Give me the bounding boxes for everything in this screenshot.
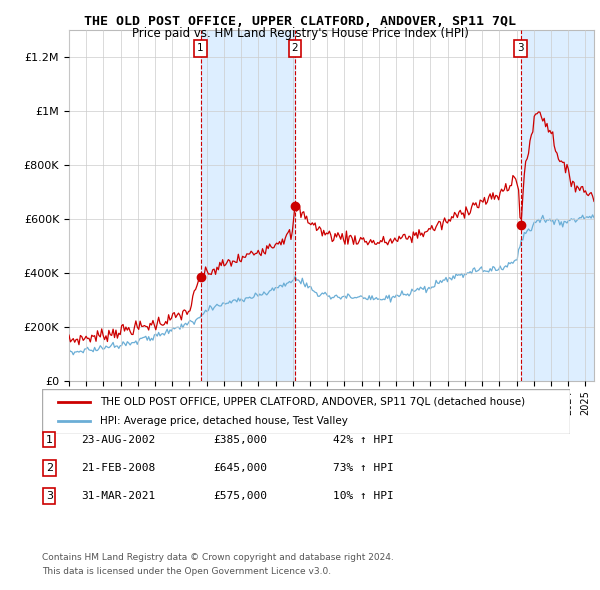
- Text: 73% ↑ HPI: 73% ↑ HPI: [333, 463, 394, 473]
- Bar: [200, 30, 295, 381]
- Text: 1: 1: [46, 435, 53, 444]
- Text: 10% ↑ HPI: 10% ↑ HPI: [333, 491, 394, 501]
- Text: This data is licensed under the Open Government Licence v3.0.: This data is licensed under the Open Gov…: [42, 566, 331, 576]
- Bar: [521, 30, 594, 381]
- Text: 2: 2: [46, 463, 53, 473]
- Text: £575,000: £575,000: [213, 491, 267, 501]
- Text: 31-MAR-2021: 31-MAR-2021: [81, 491, 155, 501]
- Text: Price paid vs. HM Land Registry's House Price Index (HPI): Price paid vs. HM Land Registry's House …: [131, 27, 469, 40]
- Text: Contains HM Land Registry data © Crown copyright and database right 2024.: Contains HM Land Registry data © Crown c…: [42, 553, 394, 562]
- Text: 3: 3: [46, 491, 53, 501]
- Text: 42% ↑ HPI: 42% ↑ HPI: [333, 435, 394, 444]
- Text: THE OLD POST OFFICE, UPPER CLATFORD, ANDOVER, SP11 7QL (detached house): THE OLD POST OFFICE, UPPER CLATFORD, AND…: [100, 397, 525, 407]
- Text: 1: 1: [197, 44, 204, 54]
- FancyBboxPatch shape: [42, 389, 570, 434]
- Text: THE OLD POST OFFICE, UPPER CLATFORD, ANDOVER, SP11 7QL: THE OLD POST OFFICE, UPPER CLATFORD, AND…: [84, 15, 516, 28]
- Text: 2: 2: [292, 44, 298, 54]
- Text: £385,000: £385,000: [213, 435, 267, 444]
- Text: 3: 3: [518, 44, 524, 54]
- Text: £645,000: £645,000: [213, 463, 267, 473]
- Text: HPI: Average price, detached house, Test Valley: HPI: Average price, detached house, Test…: [100, 417, 348, 426]
- Text: 21-FEB-2008: 21-FEB-2008: [81, 463, 155, 473]
- Text: 23-AUG-2002: 23-AUG-2002: [81, 435, 155, 444]
